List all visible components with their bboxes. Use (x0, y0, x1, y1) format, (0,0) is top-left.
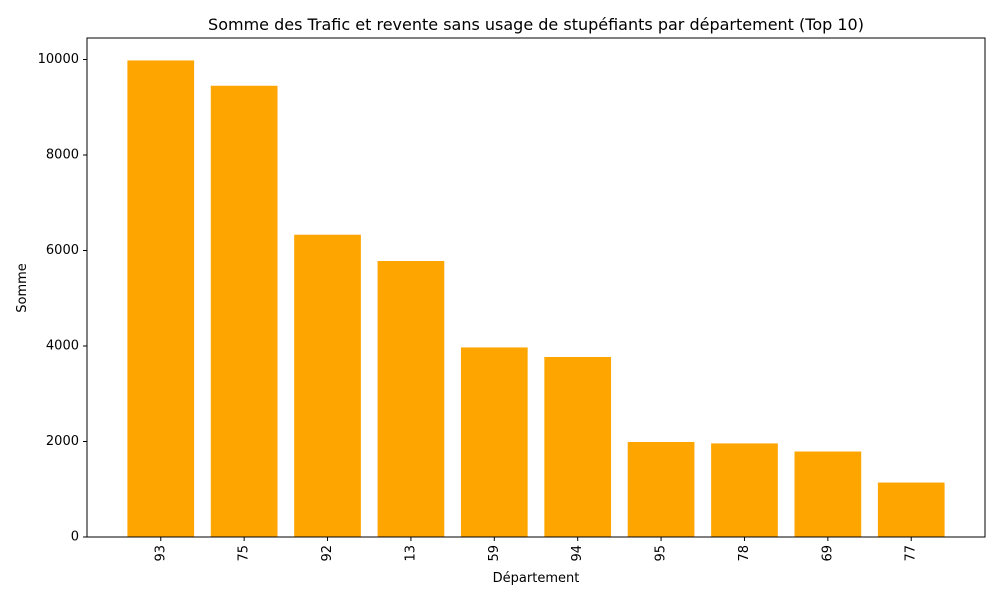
y-tick-label-0: 0 (71, 530, 79, 545)
x-axis-ticks: 93 75 92 13 59 94 95 78 69 77 (153, 537, 919, 562)
bar-78 (711, 443, 778, 537)
y-tick-label-6000: 6000 (46, 243, 79, 258)
chart-title: Somme des Trafic et revente sans usage d… (208, 15, 864, 34)
bar-92 (294, 234, 361, 538)
bar-94 (544, 356, 612, 537)
x-tick-label-77: 77 (904, 545, 919, 562)
y-axis-label: Somme (15, 263, 30, 313)
y-axis-ticks: 0 2000 4000 6000 8000 10000 (38, 52, 87, 545)
x-tick-label-93: 93 (153, 545, 168, 562)
x-tick-label-69: 69 (820, 545, 835, 562)
bar-93 (127, 60, 195, 537)
y-tick-label-4000: 4000 (46, 338, 79, 353)
y-tick-label-10000: 10000 (38, 52, 79, 67)
y-tick-label-8000: 8000 (46, 147, 79, 162)
bar-75 (210, 85, 278, 537)
y-tick-label-2000: 2000 (46, 434, 79, 449)
bars-group (127, 60, 945, 538)
bar-13 (377, 261, 445, 537)
x-tick-label-59: 59 (487, 545, 502, 562)
x-tick-label-13: 13 (403, 545, 418, 562)
x-tick-label-78: 78 (737, 545, 752, 562)
x-tick-label-94: 94 (570, 545, 585, 562)
x-tick-label-95: 95 (654, 545, 669, 562)
x-tick-label-92: 92 (320, 545, 335, 562)
bar-77 (877, 482, 945, 537)
x-tick-label-75: 75 (237, 545, 252, 562)
bar-59 (460, 347, 528, 537)
x-axis-label: Département (493, 571, 580, 586)
bar-95 (627, 441, 695, 537)
bar-69 (794, 451, 862, 537)
plot-frame (86, 37, 986, 538)
